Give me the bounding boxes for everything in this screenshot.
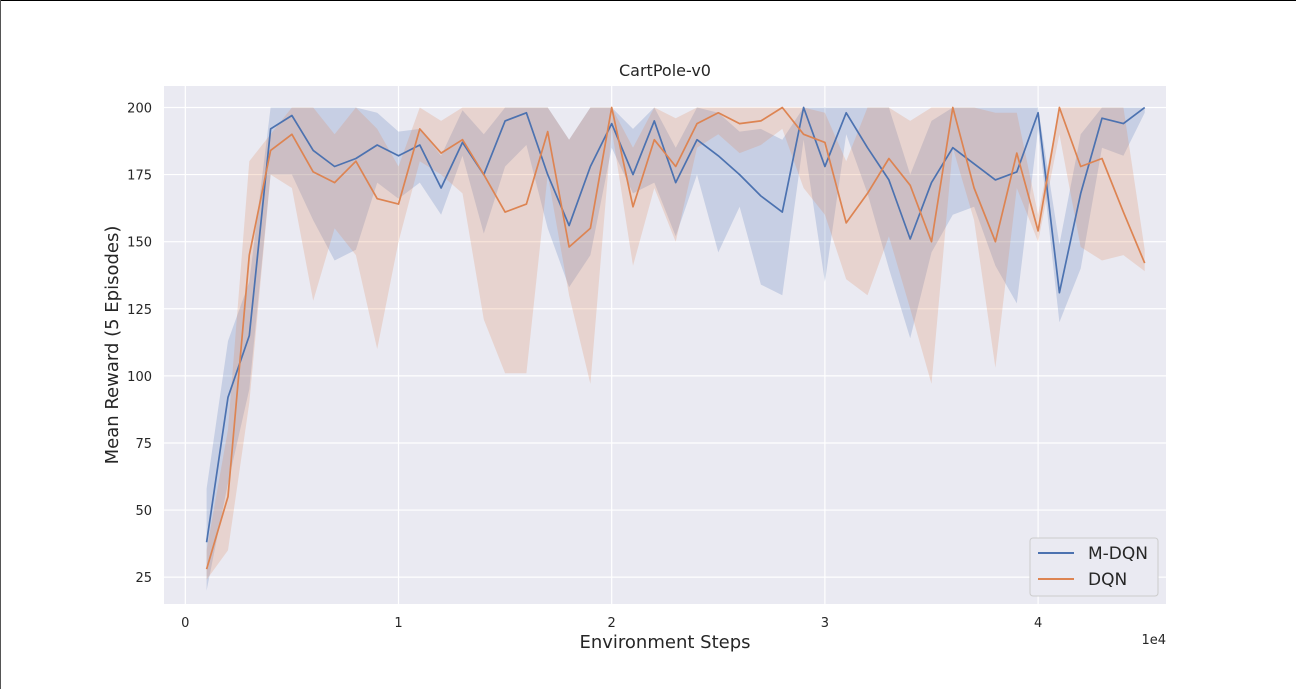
- band-m-dqn: [206, 107, 1145, 591]
- x-axis-label: Environment Steps: [579, 632, 750, 653]
- x-axis-offset-label: 1e4: [1141, 633, 1166, 648]
- x-tick-label: 0: [181, 616, 189, 631]
- y-tick-label: 100: [127, 370, 152, 385]
- series-lines: [205, 106, 1146, 570]
- y-tick-label: 175: [127, 169, 152, 184]
- legend-label-m-dqn: M-DQN: [1088, 544, 1148, 564]
- x-tick-labels: 0 1 2 3 4: [181, 616, 1042, 631]
- line-dqn: [205, 106, 1146, 570]
- grid-lines: [164, 86, 1166, 604]
- y-axis-label: Mean Reward (5 Episodes): [102, 226, 123, 465]
- y-tick-label: 125: [127, 303, 152, 318]
- confidence-bands: [206, 107, 1145, 591]
- window-top-border: [0, 0, 1296, 1]
- x-tick-label: 3: [821, 616, 829, 631]
- x-tick-label: 1: [394, 616, 402, 631]
- y-tick-label: 25: [135, 571, 152, 586]
- y-tick-label: 75: [135, 437, 152, 452]
- legend-label-dqn: DQN: [1088, 570, 1127, 590]
- y-tick-label: 150: [127, 236, 152, 251]
- y-tick-labels: 25 50 75 100 125 150 175 200: [127, 101, 152, 586]
- band-dqn: [206, 107, 1145, 580]
- legend: M-DQN DQN: [1029, 537, 1159, 597]
- x-tick-label: 4: [1034, 616, 1042, 631]
- y-tick-label: 50: [135, 504, 152, 519]
- plot-area: [164, 86, 1166, 604]
- y-tick-label: 200: [127, 101, 152, 116]
- chart-title: CartPole-v0: [619, 61, 711, 80]
- x-tick-label: 2: [608, 616, 616, 631]
- window-left-border: [0, 0, 1, 689]
- line-m-dqn: [205, 106, 1146, 543]
